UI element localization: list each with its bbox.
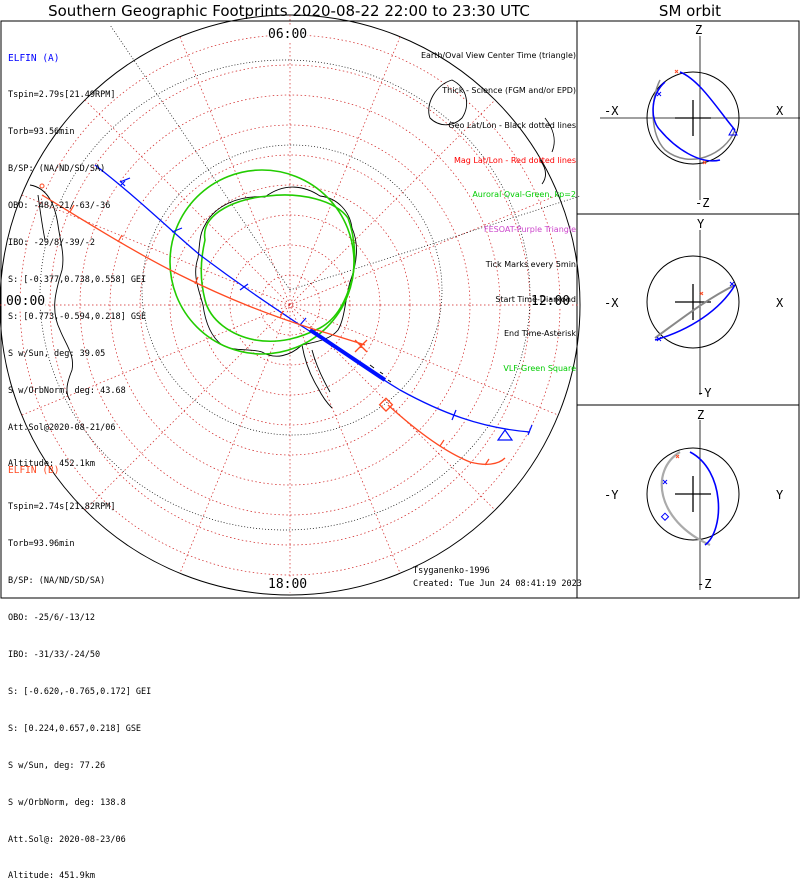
elfin-b-line: Altitude: 451.9km: [8, 871, 95, 882]
elfin-b-ticks: [69, 204, 490, 466]
elfin-a-line: B/SP: (NA/ND/SD/SA): [8, 164, 106, 175]
sm1-left-label: -X: [604, 104, 619, 118]
sm1-right-label: X: [776, 104, 784, 118]
elfin-b-line: Tspin=2.74s[21.82RPM]: [8, 502, 116, 513]
time-label-right: 12:00: [531, 294, 571, 309]
elfin-b-orbit: [41, 194, 366, 346]
elfin-a-line: S: [-0.377,0.738,0.558] GEI: [8, 274, 147, 285]
legend-item: Tick Marks every 5min: [485, 259, 576, 269]
legend-item: Thick - Science (FGM and/or EPD): [442, 85, 576, 95]
antarctic-peninsula: [301, 344, 333, 409]
legend-item: Earth/Oval View Center Time (triangle): [420, 51, 576, 61]
legend-item: FESOAT-Purple Triangle: [483, 225, 576, 235]
page-title: Southern Geographic Footprints 2020-08-2…: [48, 2, 530, 20]
elfin-b-line: OBO: -25/6/-13/12: [8, 613, 95, 624]
legend-item: Geo Lat/Lon - Black dotted lines: [448, 120, 576, 130]
elfin-b-line: IBO: -31/33/-24/50: [8, 650, 101, 661]
auroral-oval-inner: [200, 194, 356, 343]
sm2-bottom-label: -Y: [697, 386, 712, 400]
sm-frame: [576, 20, 800, 599]
time-label-bottom: 18:00: [268, 577, 308, 592]
australia-coast: [428, 79, 468, 126]
elfin-a-line: Torb=93.56min: [8, 127, 75, 138]
shetland-islands: [369, 364, 392, 383]
elfin-a-science: [308, 328, 387, 382]
footer-author: Tsyganenko-1996: [413, 566, 490, 576]
sm3-bottom-label: -Z: [697, 577, 712, 591]
elfin-b-line: S: [0.224,0.657,0.218] GSE: [8, 723, 142, 734]
time-label-left: 00:00: [6, 294, 46, 309]
new-zealand-coast: [539, 117, 555, 185]
elfin-a-line: S w/Sun, deg: 39.05: [8, 348, 106, 359]
south-america-coast: [29, 184, 74, 401]
sm-panel-3: [646, 420, 740, 590]
legend: Earth/Oval View Center Time (triangle) T…: [421, 27, 576, 386]
elfin-a-line: Tspin=2.79s[21.49RPM]: [8, 90, 116, 101]
legend-item: VLF-Green Square: [503, 364, 576, 374]
elfin-b-line: Torb=93.96min: [8, 539, 75, 550]
legend-item: Auroral Oval-Green, kp=2: [472, 190, 576, 200]
sm2-right-label: X: [776, 296, 784, 310]
legend-item: Start Time-Diamond: [495, 294, 576, 304]
sm3-top-label: Z: [697, 408, 705, 422]
elfin-b-marker: [39, 183, 45, 189]
elfin-a-line: Att.Sol@2020-08-21/06: [8, 422, 116, 433]
sm3-right-label: Y: [776, 488, 784, 502]
elfin-b-info: ELFIN (B) Tspin=2.74s[21.82RPM] Torb=93.…: [8, 440, 151, 895]
elfin-b-line: Att.Sol@: 2020-08-23/06: [8, 834, 126, 845]
elfin-b-line: S w/Sun, deg: 77.26: [8, 760, 106, 771]
time-label-top: 06:00: [268, 27, 308, 42]
elfin-b-name: ELFIN (B): [8, 464, 60, 476]
footprint-map: [0, 14, 800, 599]
elfin-a-line: IBO: -29/8/-39/-2: [8, 238, 95, 249]
sm1-bottom-label: -Z: [695, 196, 710, 210]
elfin-a-line: Altitude: 452.1km: [8, 459, 95, 470]
sm-orbit-title: SM orbit: [658, 2, 722, 20]
sm3-left-label: -Y: [604, 488, 619, 502]
elfin-a-line: S: [0.773,-0.594,0.218] GSE: [8, 311, 147, 322]
legend-item: Mag Lat/Lon - Red dotted lines: [453, 155, 576, 165]
elfin-a-ticks: [119, 177, 533, 436]
elfin-b-end-asterisk: [354, 339, 368, 353]
elfin-a-info: ELFIN (A) Tspin=2.79s[21.49RPM] Torb=93.…: [8, 28, 146, 483]
elfin-b-orbit-lower: [387, 404, 506, 465]
footer-created: Created: Tue Jun 24 08:41:19 2023: [413, 579, 582, 589]
antarctica-coast: [195, 186, 357, 357]
elfin-a-center-triangle: [496, 428, 514, 441]
elfin-a-name: ELFIN (A): [8, 52, 60, 64]
elfin-b-track: [39, 183, 506, 466]
elfin-b-line: B/SP: (NA/ND/SD/SA): [8, 576, 106, 587]
elfin-a-line: S w/OrbNorm, deg: 43.68: [8, 385, 126, 396]
elfin-b-line: S: [-0.620,-0.765,0.172] GEI: [8, 686, 152, 697]
mag-meridians: [0, 15, 580, 595]
sm1-top-label: Z: [695, 23, 703, 37]
sm2-top-label: Y: [697, 217, 705, 231]
elfin-b-line: S w/OrbNorm, deg: 138.8: [8, 797, 126, 808]
sm-panel-1: [600, 36, 800, 200]
auroral-ovals: [169, 169, 356, 355]
sm2-left-label: -X: [604, 296, 619, 310]
sm-panel-2: [646, 230, 740, 395]
elfin-b-start-diamond: [378, 397, 394, 412]
legend-item: End Time-Asterisk: [503, 329, 576, 339]
elfin-a-line: OBO: -48/-21/-63/-36: [8, 201, 111, 212]
